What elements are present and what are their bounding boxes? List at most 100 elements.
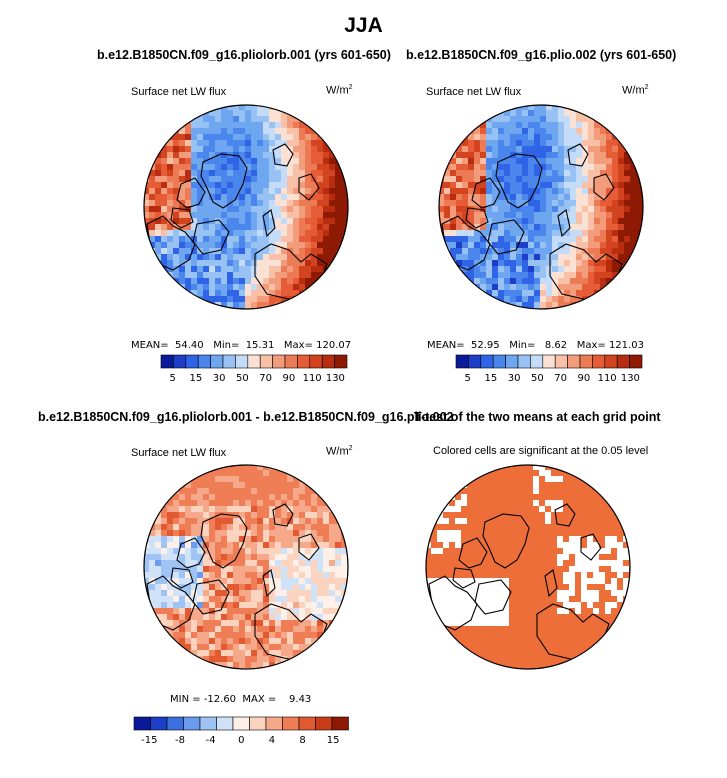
map-grid-cell — [576, 212, 583, 219]
map-grid-cell — [257, 626, 264, 633]
map-grid-cell — [203, 194, 210, 201]
map-grid-cell — [215, 584, 222, 591]
map-grid-cell — [439, 212, 445, 219]
map-grid-cell — [449, 512, 456, 519]
land-outline — [557, 209, 571, 238]
map-grid-cell — [509, 530, 516, 537]
map-grid-cell — [563, 590, 570, 597]
colorbar-tick-label: 30 — [508, 373, 521, 384]
map-grid-cell — [329, 164, 336, 171]
map-grid-cell — [455, 500, 462, 507]
map-grid-cell — [203, 212, 210, 219]
map-grid-cell — [599, 512, 606, 519]
map-grid-cell — [437, 614, 444, 621]
map-grid-cell — [185, 146, 192, 153]
map-grid-cell — [492, 158, 499, 165]
map-grid-cell — [575, 596, 582, 603]
map-grid-cell — [515, 572, 522, 579]
map-grid-cell — [527, 656, 534, 663]
map-grid-cell — [498, 105, 505, 111]
map-grid-cell — [311, 632, 318, 639]
map-grid-cell — [521, 602, 528, 609]
map-grid-cell — [197, 506, 204, 513]
map-grid-cell — [486, 248, 493, 255]
map-grid-cell — [606, 230, 613, 237]
map-grid-cell — [251, 566, 258, 573]
map-grid-cell — [323, 236, 330, 243]
map-grid-cell — [323, 134, 330, 141]
map-grid-cell — [468, 146, 475, 153]
map-grid-cell — [323, 572, 330, 579]
map-grid-cell — [617, 542, 624, 549]
colorbar-swatch — [284, 354, 298, 369]
map-grid-cell — [456, 182, 463, 189]
map-grid-cell — [594, 212, 601, 219]
map-grid-cell — [269, 242, 276, 249]
map-grid-cell — [239, 224, 246, 231]
map-grid-cell — [467, 656, 474, 663]
map-grid-cell — [576, 176, 583, 183]
map-grid-cell — [576, 290, 583, 297]
map-grid-cell — [510, 122, 517, 129]
panel-4-subtitle: Colored cells are significant at the 0.0… — [433, 445, 649, 457]
map-grid-cell — [576, 170, 583, 177]
map-grid-cell — [564, 266, 571, 273]
map-grid-cell — [179, 146, 186, 153]
map-grid-cell — [606, 182, 613, 189]
map-grid-cell — [317, 602, 324, 609]
map-grid-cell — [287, 536, 294, 543]
map-grid-cell — [437, 530, 444, 537]
colorbar-tick-label: 50 — [236, 373, 249, 384]
map-grid-cell — [161, 152, 168, 159]
map-grid-cell — [540, 200, 547, 207]
map-grid-cell — [618, 224, 625, 231]
map-grid-cell — [161, 212, 168, 219]
map-grid-cell — [552, 290, 559, 297]
map-grid-cell — [305, 140, 312, 147]
map-grid-cell — [257, 518, 264, 525]
map-grid-cell — [317, 188, 324, 195]
map-grid-cell — [305, 260, 312, 267]
map-grid-cell — [540, 212, 547, 219]
map-grid-cell — [539, 590, 546, 597]
map-grid-cell — [473, 560, 480, 567]
map-grid-cell — [299, 248, 306, 255]
map-grid-cell — [185, 536, 192, 543]
map-grid-cell — [269, 626, 276, 633]
map-grid-cell — [221, 506, 228, 513]
map-grid-cell — [293, 146, 300, 153]
map-grid-cell — [341, 212, 348, 219]
map-grid-cell — [624, 188, 631, 195]
map-grid-cell — [521, 584, 528, 591]
map-grid-cell — [528, 170, 535, 177]
map-grid-cell — [269, 542, 276, 549]
map-grid-cell — [269, 512, 276, 519]
map-grid-cell — [558, 296, 565, 303]
map-grid-cell — [311, 548, 318, 555]
map-grid-cell — [527, 512, 534, 519]
map-grid-cell — [618, 194, 625, 201]
map-grid-cell — [275, 608, 282, 615]
map-grid-cell — [504, 134, 511, 141]
map-grid-cell — [467, 524, 474, 531]
map-grid-cell — [533, 482, 540, 489]
map-grid-cell — [245, 284, 252, 291]
map-grid-cell — [498, 152, 505, 159]
map-grid-cell — [257, 560, 264, 567]
map-grid-cell — [317, 614, 324, 621]
map-grid-cell — [311, 596, 318, 603]
map-grid-cell — [341, 608, 348, 615]
map-grid-cell — [455, 524, 462, 531]
map-grid-cell — [227, 158, 234, 165]
map-grid-cell — [239, 146, 246, 153]
land-outline — [298, 533, 320, 561]
map-grid-cell — [155, 164, 162, 171]
map-grid-cell — [516, 212, 523, 219]
map-grid-cell — [618, 158, 625, 165]
map-grid-cell — [599, 572, 606, 579]
map-grid-cell — [569, 465, 576, 471]
map-grid-cell — [534, 230, 541, 237]
map-grid-cell — [612, 170, 619, 177]
map-grid-cell — [227, 662, 234, 669]
map-grid-cell — [269, 146, 276, 153]
